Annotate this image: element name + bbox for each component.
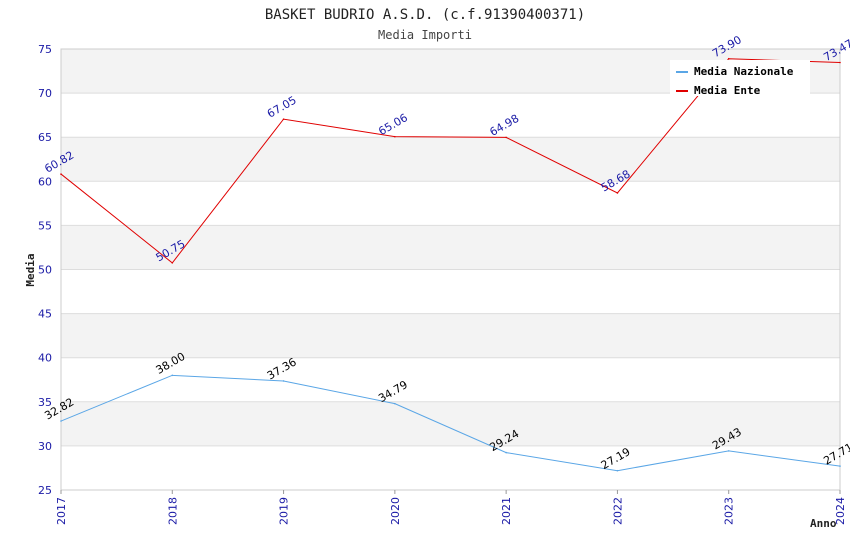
x-axis-ticks: 2017 2018 2019 2020 2021 2022 2023 2024 [55,490,847,525]
data-label: 37.36 [265,355,299,382]
y-tick-label: 60 [38,175,52,188]
data-point [60,173,62,175]
plot-frame [60,48,841,491]
legend-label-media-ente: Media Ente [694,84,761,97]
data-point [60,420,62,422]
data-point [282,118,285,120]
y-tick-label: 75 [38,43,52,56]
grid-bands [61,49,840,446]
data-label: 67.05 [265,94,299,121]
x-tick-label: 2018 [166,497,179,525]
y-tick-label: 30 [38,440,52,453]
data-point [505,136,507,139]
series-line-0 [60,374,841,472]
y-tick-label: 65 [38,131,52,144]
data-point [394,402,396,405]
y-tick-label: 55 [38,219,52,232]
y-axis-label: Media [24,253,37,286]
data-label: 27.19 [599,445,633,472]
y-tick-label: 45 [38,308,52,321]
y-tick-label: 40 [38,352,52,365]
data-point [727,57,730,60]
data-point [505,451,507,454]
y-tick-label: 50 [38,264,52,277]
x-tick-label: 2023 [723,497,736,525]
grid-band [61,313,840,358]
y-tick-label: 25 [38,484,52,497]
x-axis-label: Anno [810,517,837,530]
x-tick-label: 2024 [834,497,847,525]
data-point [171,374,174,377]
data-point [282,380,285,382]
grid-band [61,225,840,270]
chart-title: BASKET BUDRIO A.S.D. (c.f.91390400371) [265,7,585,23]
data-point [171,262,174,264]
y-axis-ticks: 25 30 35 40 45 50 55 60 65 70 75 [38,43,52,497]
y-tick-label: 70 [38,87,52,100]
x-tick-label: 2021 [500,497,513,525]
x-tick-label: 2017 [55,497,68,525]
data-point [727,450,730,452]
legend: Media Nazionale Media Ente [670,60,810,97]
legend-box [670,60,810,96]
chart-subtitle: Media Importi [378,28,472,42]
data-point [616,192,619,194]
data-point [839,465,841,467]
grid-band [61,401,840,446]
data-label: 34.79 [376,378,410,405]
data-label: 64.98 [488,112,522,139]
data-point [839,61,841,64]
x-tick-label: 2020 [389,497,402,525]
grid-band [61,137,840,182]
data-label: 65.06 [376,111,410,138]
x-tick-label: 2022 [611,497,624,525]
data-point [394,135,396,138]
y-tick-label: 35 [38,396,52,409]
legend-label-media-nazionale: Media Nazionale [694,65,794,78]
gridlines [61,48,840,491]
x-tick-label: 2019 [278,497,291,525]
data-point [616,469,619,472]
